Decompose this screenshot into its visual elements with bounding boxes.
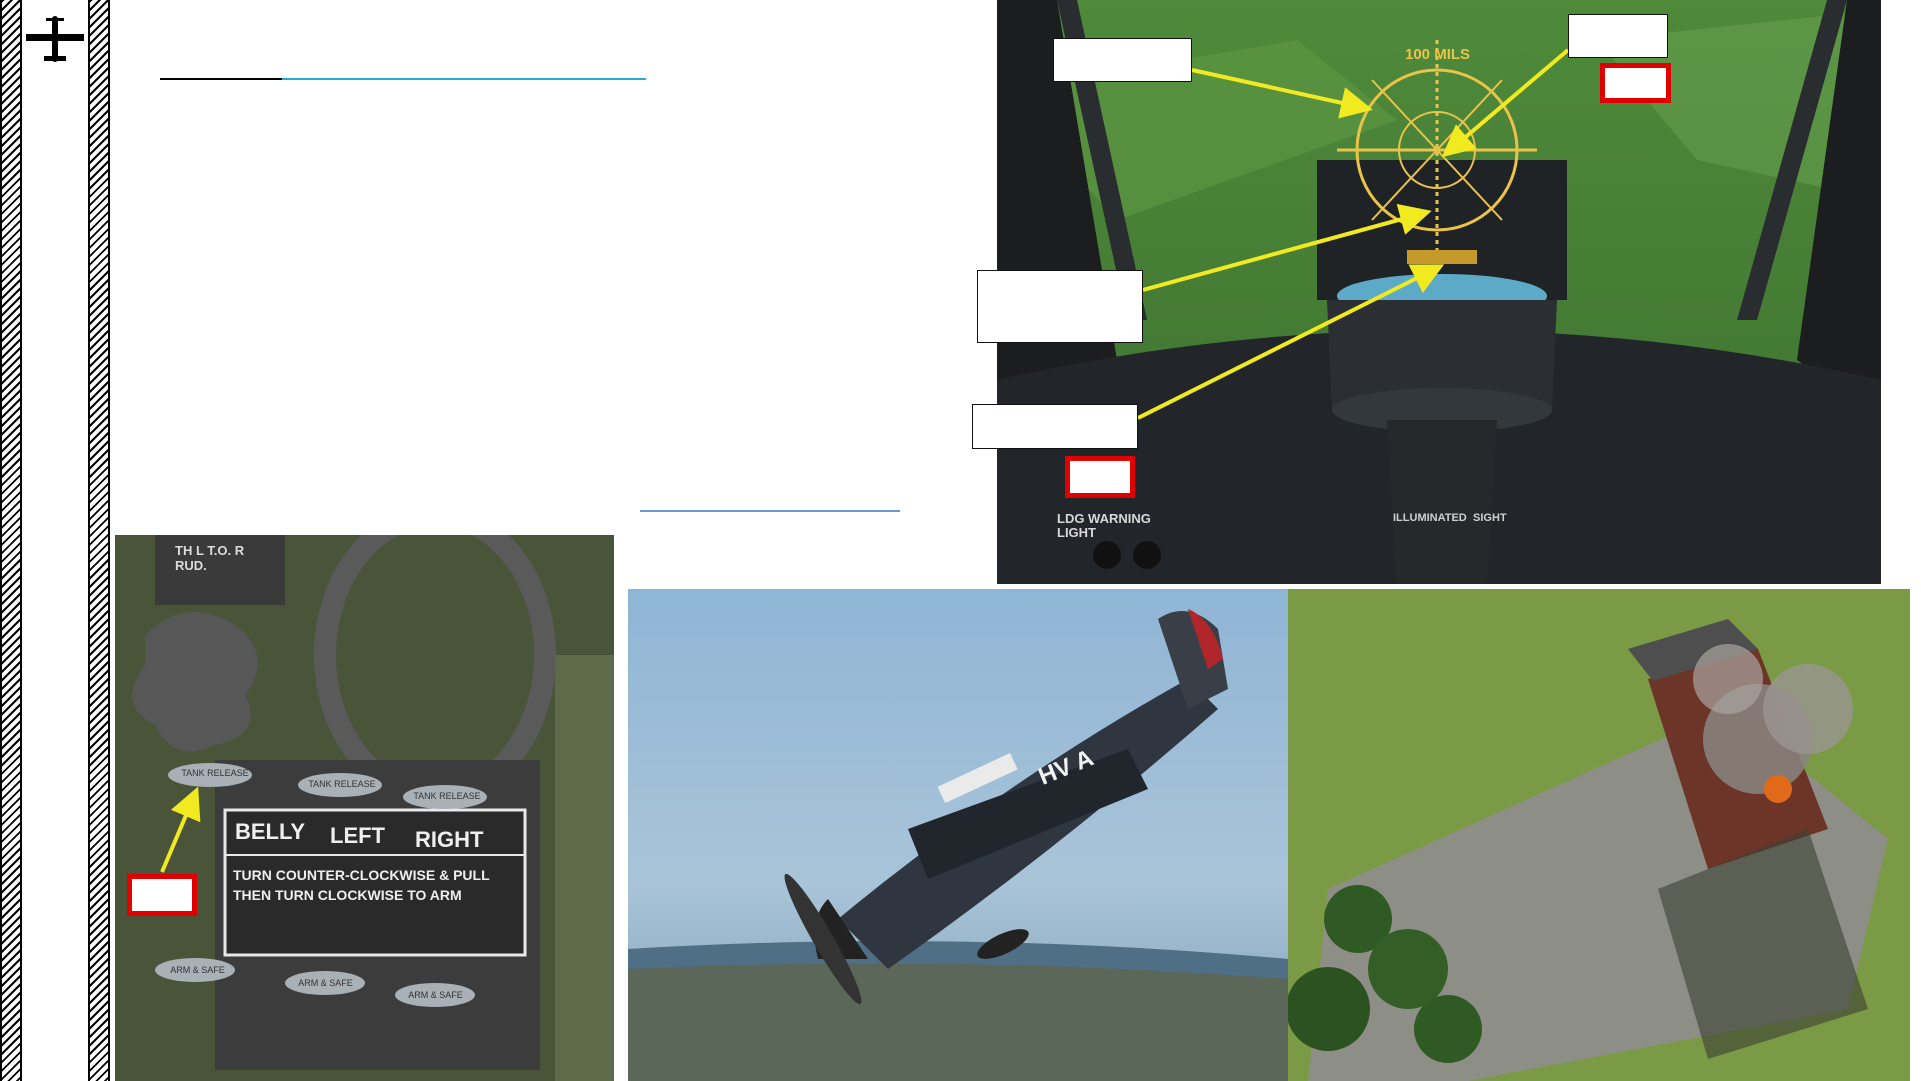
arm-label-left: ARM & SAFE [298,978,353,988]
highlight-box-tank-release [127,874,197,916]
aircraft-bomb-drop-photo: HV A [628,589,1288,1081]
callout-box-sight-glass [972,404,1138,449]
ldg-warning-placard: LDG WARNING LIGHT [1057,511,1151,540]
highlight-box-warning [1065,456,1135,498]
plane-icon [24,14,86,66]
column-header-right: RIGHT [415,827,484,852]
target-explosion-photo [1288,589,1910,1081]
column-header-left: LEFT [330,823,385,848]
callout-box-pipper [1568,14,1668,58]
column-header-belly: BELLY [235,819,306,844]
instruction-line-2: THEN TURN CLOCKWISE TO ARM [233,887,462,903]
title-underline-blue [282,78,646,80]
switch-label-right: TANK RELEASE [413,791,481,801]
quadrant-labels: TH L T.O. R RUD. [175,543,245,573]
callout-box-reticle-ring [1053,38,1192,82]
callout-box-reticle-center [977,270,1143,343]
reticle-mils-text: 100 MILS [1405,46,1471,63]
highlight-box-pipper [1600,63,1671,103]
switch-label-left: TANK RELEASE [308,779,376,789]
bomb-release-panel-photo: TH L T.O. R RUD. TANK RELEASE TANK RELEA… [115,535,614,1081]
switch-label-belly: TANK RELEASE [181,768,249,778]
arm-label-belly: ARM & SAFE [170,965,225,975]
title-underline-black [160,78,282,80]
sight-placard-line1: ILLUMINATED [1393,512,1467,524]
hyperlink-underline[interactable] [640,510,900,512]
sight-placard-line2: SIGHT [1473,512,1507,524]
instruction-line-1: TURN COUNTER-CLOCKWISE & PULL [233,867,490,883]
right-hatch-stripe [88,0,110,1081]
left-hatch-stripe [0,0,22,1081]
arm-label-right: ARM & SAFE [408,990,463,1000]
